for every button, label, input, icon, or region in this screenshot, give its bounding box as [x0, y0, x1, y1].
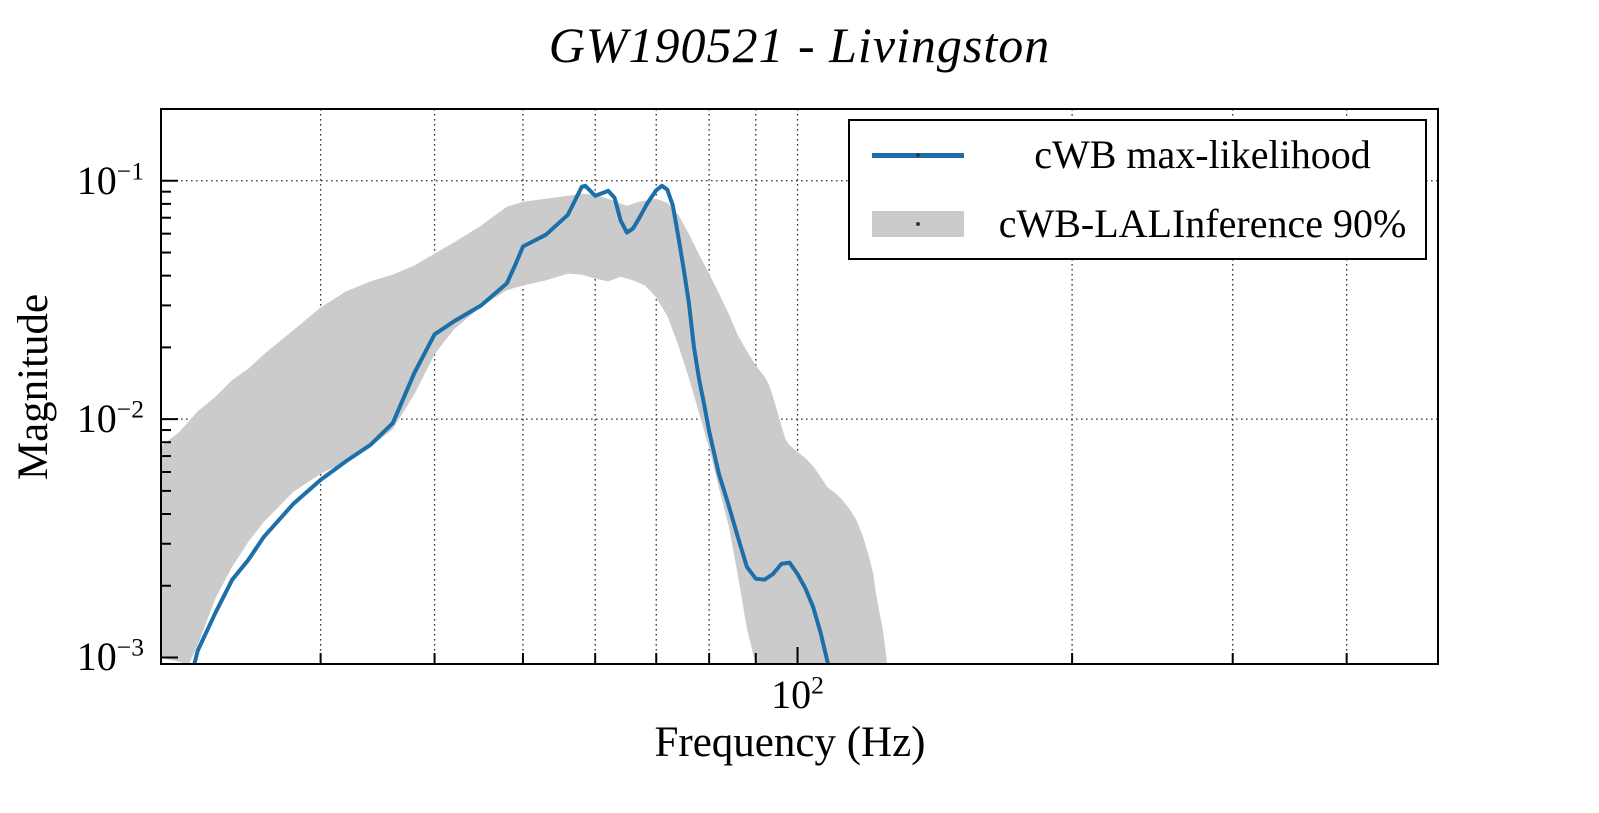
legend-line-swatch — [872, 152, 964, 158]
legend-entry-lalinference-band: cWB-LALInference 90% — [850, 190, 1425, 258]
y-tick-label: 10−2 — [76, 394, 144, 442]
y-tick-label: 10−1 — [76, 156, 144, 203]
legend-label: cWB max-likelihood — [1034, 132, 1371, 178]
plot-border — [160, 108, 1439, 665]
x-axis-label: Frequency (Hz) — [654, 719, 926, 766]
chart-title: GW190521 - Livingston — [548, 17, 1051, 73]
legend-entry-max-likelihood: cWB max-likelihood — [850, 121, 1425, 189]
x-tick-label: 102 — [771, 670, 824, 717]
legend-marker-dot-icon — [916, 221, 920, 226]
confidence-band-area — [160, 193, 888, 665]
legend-label: cWB-LALInference 90% — [998, 200, 1407, 246]
max-likelihood-line — [192, 183, 830, 665]
y-tick-label: 10−3 — [76, 633, 144, 680]
legend: cWB max-likelihood cWB-LALInference 90% — [848, 119, 1427, 260]
legend-marker-dot-icon — [916, 153, 920, 158]
y-axis-label: Magnitude — [10, 293, 57, 481]
legend-band-swatch — [872, 210, 964, 237]
